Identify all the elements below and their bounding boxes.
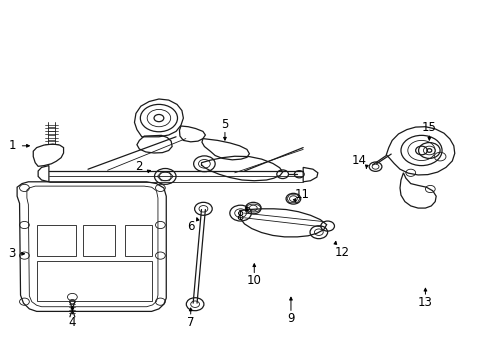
Text: 12: 12 bbox=[334, 246, 349, 258]
Text: 5: 5 bbox=[221, 118, 228, 131]
Text: 11: 11 bbox=[294, 188, 309, 201]
Text: 4: 4 bbox=[68, 316, 76, 329]
Text: 1: 1 bbox=[8, 139, 16, 152]
Text: 15: 15 bbox=[421, 121, 436, 134]
Text: 2: 2 bbox=[135, 160, 143, 173]
Text: 14: 14 bbox=[351, 154, 366, 167]
Text: 3: 3 bbox=[8, 247, 16, 260]
Text: 9: 9 bbox=[286, 312, 294, 325]
Text: 8: 8 bbox=[235, 210, 243, 222]
Text: 7: 7 bbox=[186, 316, 194, 329]
Text: 13: 13 bbox=[417, 296, 432, 309]
Text: 6: 6 bbox=[186, 220, 194, 233]
Text: 10: 10 bbox=[246, 274, 261, 287]
